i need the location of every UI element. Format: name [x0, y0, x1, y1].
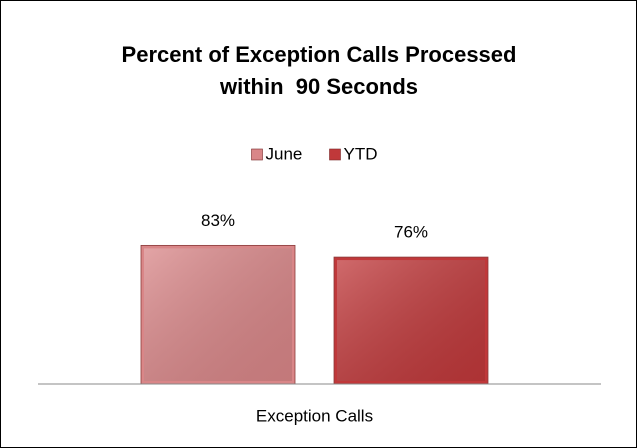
legend-label: YTD: [344, 144, 378, 163]
x-tick-label: Exception Calls: [256, 406, 373, 425]
bar-shade: [337, 260, 485, 381]
bar-shade: [144, 248, 292, 381]
legend-swatch: [251, 148, 263, 161]
legend-label: June: [266, 144, 303, 163]
chart-title: Percent of Exception Calls Processed wit…: [121, 42, 523, 99]
value-label: 76%: [394, 223, 428, 242]
value-label: 83%: [201, 211, 235, 230]
legend-swatch: [329, 148, 341, 161]
